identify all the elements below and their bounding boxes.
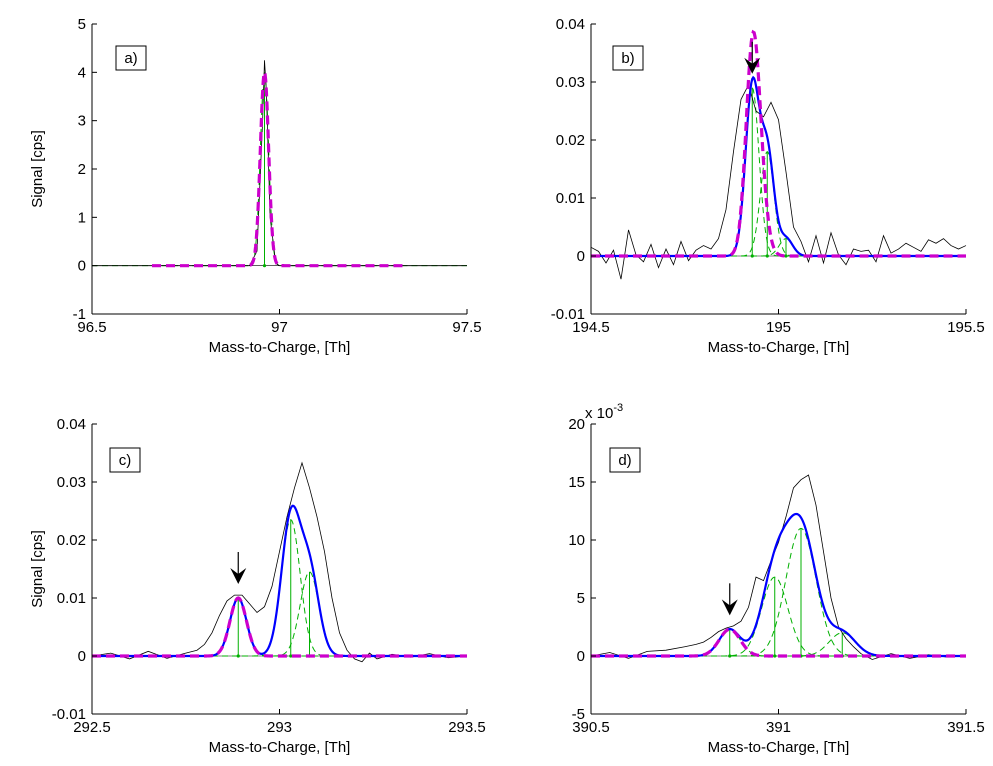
- y-tick-label: 10: [568, 532, 585, 549]
- y-tick-label: 0: [577, 648, 585, 665]
- arrow-head-icon: [230, 568, 247, 584]
- arrow-head-icon: [744, 57, 761, 74]
- x-axis-label: Mass-to-Charge, [Th]: [708, 339, 850, 356]
- x-tick-label: 97: [271, 319, 288, 336]
- component-base-marker-2: [765, 254, 769, 258]
- y-tick-label: 5: [577, 590, 585, 607]
- y-tick-label: 0.03: [57, 474, 86, 491]
- target-fit-line: [591, 29, 966, 258]
- y-tick-label: 20: [568, 416, 585, 433]
- y-tick-label: 15: [568, 474, 585, 491]
- y-tick-label: 2: [78, 161, 86, 178]
- panel-label: a): [124, 50, 137, 67]
- y-axis-label: Signal [cps]: [29, 530, 46, 608]
- component-peak-1: [92, 72, 467, 267]
- target-fit-line: [152, 66, 404, 268]
- y-exponent-label: x 10-3: [585, 402, 623, 422]
- y-tick-label: 5: [78, 16, 86, 33]
- y-tick-label: -1: [73, 306, 86, 323]
- panel-label-box: [612, 45, 644, 71]
- y-axis-label: Signal [cps]: [29, 130, 46, 208]
- total-fit-line: [591, 512, 966, 658]
- x-axis-label: Mass-to-Charge, [Th]: [209, 739, 351, 756]
- y-tick-label: -5: [572, 706, 585, 723]
- y-tick-label: 0.04: [556, 16, 585, 33]
- x-tick-label: 194.5: [572, 319, 610, 336]
- panel-a: 96.5 97 97.5 -1 0 1 2 3 4 5 Mass-to-Charge, [Th] Si…: [29, 16, 482, 356]
- component-peak-1: [591, 628, 966, 657]
- y-tick-label: 0.04: [57, 416, 86, 433]
- panel-label: c): [119, 452, 132, 469]
- y-tick-label: 3: [78, 113, 86, 130]
- component-peak-3: [591, 527, 966, 657]
- panel-label: b): [621, 50, 634, 67]
- y-tick-label: 4: [78, 64, 86, 81]
- component-base-marker-1: [262, 264, 267, 268]
- panel-label-box: [109, 447, 141, 473]
- x-tick-label: 293.5: [448, 719, 486, 736]
- component-peak-1: [92, 597, 467, 657]
- panel-b: 194.5 195 195.5 -0.01 0 0.01 0.02 0.03 0.04 Mass-…: [551, 16, 985, 356]
- y-tick-label: 0.01: [556, 190, 585, 207]
- total-fit-line: [92, 504, 467, 658]
- target-fit-line: [591, 627, 966, 658]
- x-tick-label: 97.5: [452, 319, 481, 336]
- x-tick-label: 195: [766, 319, 791, 336]
- y-tick-label: 0: [577, 248, 585, 265]
- y-tick-label: 0.02: [57, 532, 86, 549]
- x-axis-label: Mass-to-Charge, [Th]: [708, 739, 850, 756]
- y-tick-label: 1: [78, 209, 86, 226]
- panel-label-box: [115, 45, 147, 71]
- y-tick-label: -0.01: [52, 706, 86, 723]
- y-tick-label: 0: [78, 648, 86, 665]
- target-fit-line: [92, 596, 467, 658]
- x-tick-label: 195.5: [947, 319, 985, 336]
- x-tick-label: 292.5: [73, 719, 111, 736]
- x-tick-label: 391: [766, 719, 791, 736]
- x-tick-label: 390.5: [572, 719, 610, 736]
- data-line: [92, 60, 467, 267]
- data-line: [590, 474, 967, 660]
- y-tick-label: 0.02: [556, 132, 585, 149]
- panel-d: 390.5 391 391.5 -5 0 5 10 15 20x 10-3 Mass-to-Cha…: [568, 402, 984, 756]
- arrow-head-icon: [721, 599, 738, 616]
- component-base-marker-1: [728, 654, 732, 658]
- panel-label: d): [618, 452, 631, 469]
- x-tick-label: 391.5: [947, 719, 985, 736]
- y-tick-label: 0.03: [556, 74, 585, 91]
- component-peak-2: [591, 150, 966, 257]
- x-tick-label: 293: [267, 719, 292, 736]
- component-peak-4: [591, 632, 966, 657]
- y-tick-label: 0: [78, 258, 86, 275]
- panel-label-box: [609, 447, 641, 473]
- y-tick-label: -0.01: [551, 306, 585, 323]
- y-tick-label: 0.01: [57, 590, 86, 607]
- panel-c: 292.5 293 293.5 -0.01 0 0.01 0.02 0.03 0.04 Mass-…: [29, 416, 486, 756]
- x-axis-label: Mass-to-Charge, [Th]: [209, 339, 351, 356]
- data-line: [91, 461, 468, 663]
- component-base-marker-3: [784, 254, 788, 258]
- component-base-marker-2: [289, 654, 293, 658]
- component-base-marker-1: [236, 654, 240, 658]
- x-tick-label: 96.5: [77, 319, 106, 336]
- data-line: [590, 83, 967, 280]
